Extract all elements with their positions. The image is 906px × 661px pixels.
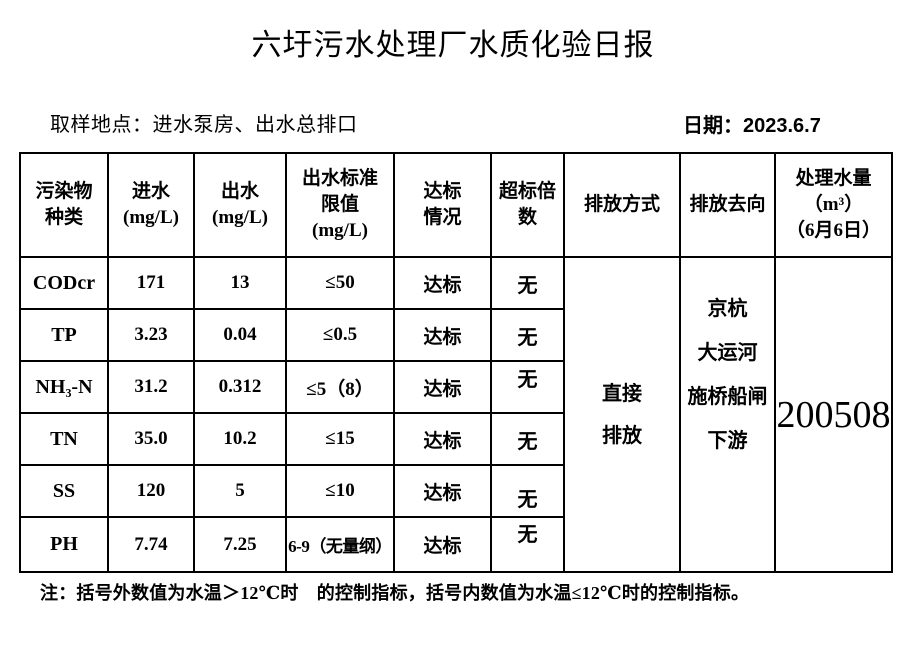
- cell-outflow: 0.312: [193, 360, 287, 414]
- table-row-nh3n: NH₃-N 31.2 0.312 ≤5（8） 达标 无: [19, 360, 892, 414]
- cell-pollutant: NH₃-N: [19, 360, 109, 414]
- table-row-ss: SS 120 5 ≤10 达标 无: [19, 464, 892, 518]
- discharge-destination-text: 京杭 大运河 施桥船闸 下游: [687, 297, 768, 452]
- table-row-tp: TP 3.23 0.04 ≤0.5 达标 无: [19, 308, 892, 362]
- cell-status: 达标: [393, 308, 492, 362]
- cell-inflow: 3.23: [107, 308, 195, 362]
- cell-exceed: 无: [490, 516, 565, 573]
- cell-limit: 6-9（无量纲）: [285, 516, 395, 573]
- cell-inflow: 171: [107, 256, 195, 310]
- cell-limit: ≤5（8）: [285, 360, 395, 414]
- header-outflow-limit: 出水标准 限值 (mg/L): [285, 152, 395, 258]
- report-date-label: 日期：2023.6.7: [683, 115, 821, 137]
- cell-pollutant: TP: [19, 308, 109, 362]
- cell-status: 达标: [393, 412, 492, 466]
- cell-pollutant: SS: [19, 464, 109, 518]
- table-row-ph: PH 7.74 7.25 6-9（无量纲） 达标 无: [19, 516, 892, 573]
- cell-exceed: 无: [490, 256, 565, 310]
- header-row: 污染物 种类 进水 (mg/L) 出水 (mg/L) 出水标准 限值 (mg/L…: [19, 152, 893, 258]
- header-pollutant-type: 污染物 种类: [19, 152, 109, 258]
- cell-status: 达标: [393, 360, 492, 414]
- cell-pollutant: PH: [19, 516, 109, 573]
- cell-pollutant: CODcr: [19, 256, 109, 310]
- cell-inflow: 31.2: [107, 360, 195, 414]
- header-compliance-status: 达标 情况: [393, 152, 492, 258]
- header-inflow: 进水 (mg/L): [107, 152, 195, 258]
- water-quality-table: 污染物 种类 进水 (mg/L) 出水 (mg/L) 出水标准 限值 (mg/L…: [19, 152, 893, 573]
- cell-limit: ≤10: [285, 464, 395, 518]
- cell-outflow: 5: [193, 464, 287, 518]
- cell-exceed: 无: [490, 308, 565, 362]
- cell-inflow: 7.74: [107, 516, 195, 573]
- cell-outflow: 13: [193, 256, 287, 310]
- discharge-method-text: 直接 排放: [602, 382, 642, 447]
- cell-outflow: 0.04: [193, 308, 287, 362]
- header-discharge-method: 排放方式: [563, 152, 681, 258]
- cell-exceed: 无: [490, 464, 565, 518]
- cell-exceed: 无: [490, 412, 565, 466]
- cell-treated-volume: 200508: [774, 256, 893, 573]
- sampling-location-label: 取样地点：进水泵房、出水总排口: [50, 114, 358, 136]
- cell-status: 达标: [393, 256, 492, 310]
- page-title: 六圩污水处理厂水质化验日报: [251, 29, 655, 62]
- header-discharge-destination: 排放去向: [679, 152, 776, 258]
- footnote: 注：括号外数值为水温＞12℃时 的控制指标，括号内数值为水温≤12℃时的控制指标…: [40, 583, 750, 603]
- cell-limit: ≤15: [285, 412, 395, 466]
- cell-status: 达标: [393, 516, 492, 573]
- header-treated-volume: 处理水量 （m³） （6月6日）: [774, 152, 893, 258]
- cell-exceed: 无: [490, 360, 565, 414]
- header-outflow: 出水 (mg/L): [193, 152, 287, 258]
- table-row-codcr: CODcr 171 13 ≤50 达标 无 直接 排放 京杭 大运河 施桥船闸 …: [19, 256, 893, 573]
- treated-volume-value: 200508: [776, 393, 891, 436]
- cell-limit: ≤50: [285, 256, 395, 310]
- cell-inflow: 120: [107, 464, 195, 518]
- cell-pollutant: TN: [19, 412, 109, 466]
- cell-status: 达标: [393, 464, 492, 518]
- cell-outflow: 10.2: [193, 412, 287, 466]
- cell-discharge-method: 直接 排放: [563, 256, 681, 573]
- cell-outflow: 7.25: [193, 516, 287, 573]
- cell-discharge-destination: 京杭 大运河 施桥船闸 下游: [679, 256, 776, 573]
- cell-inflow: 35.0: [107, 412, 195, 466]
- cell-limit: ≤0.5: [285, 308, 395, 362]
- header-exceed-multiple: 超标倍 数: [490, 152, 565, 258]
- table-row-tn: TN 35.0 10.2 ≤15 达标 无: [19, 412, 892, 466]
- meta-row: 取样地点：进水泵房、出水总排口 日期：2023.6.7: [0, 108, 906, 138]
